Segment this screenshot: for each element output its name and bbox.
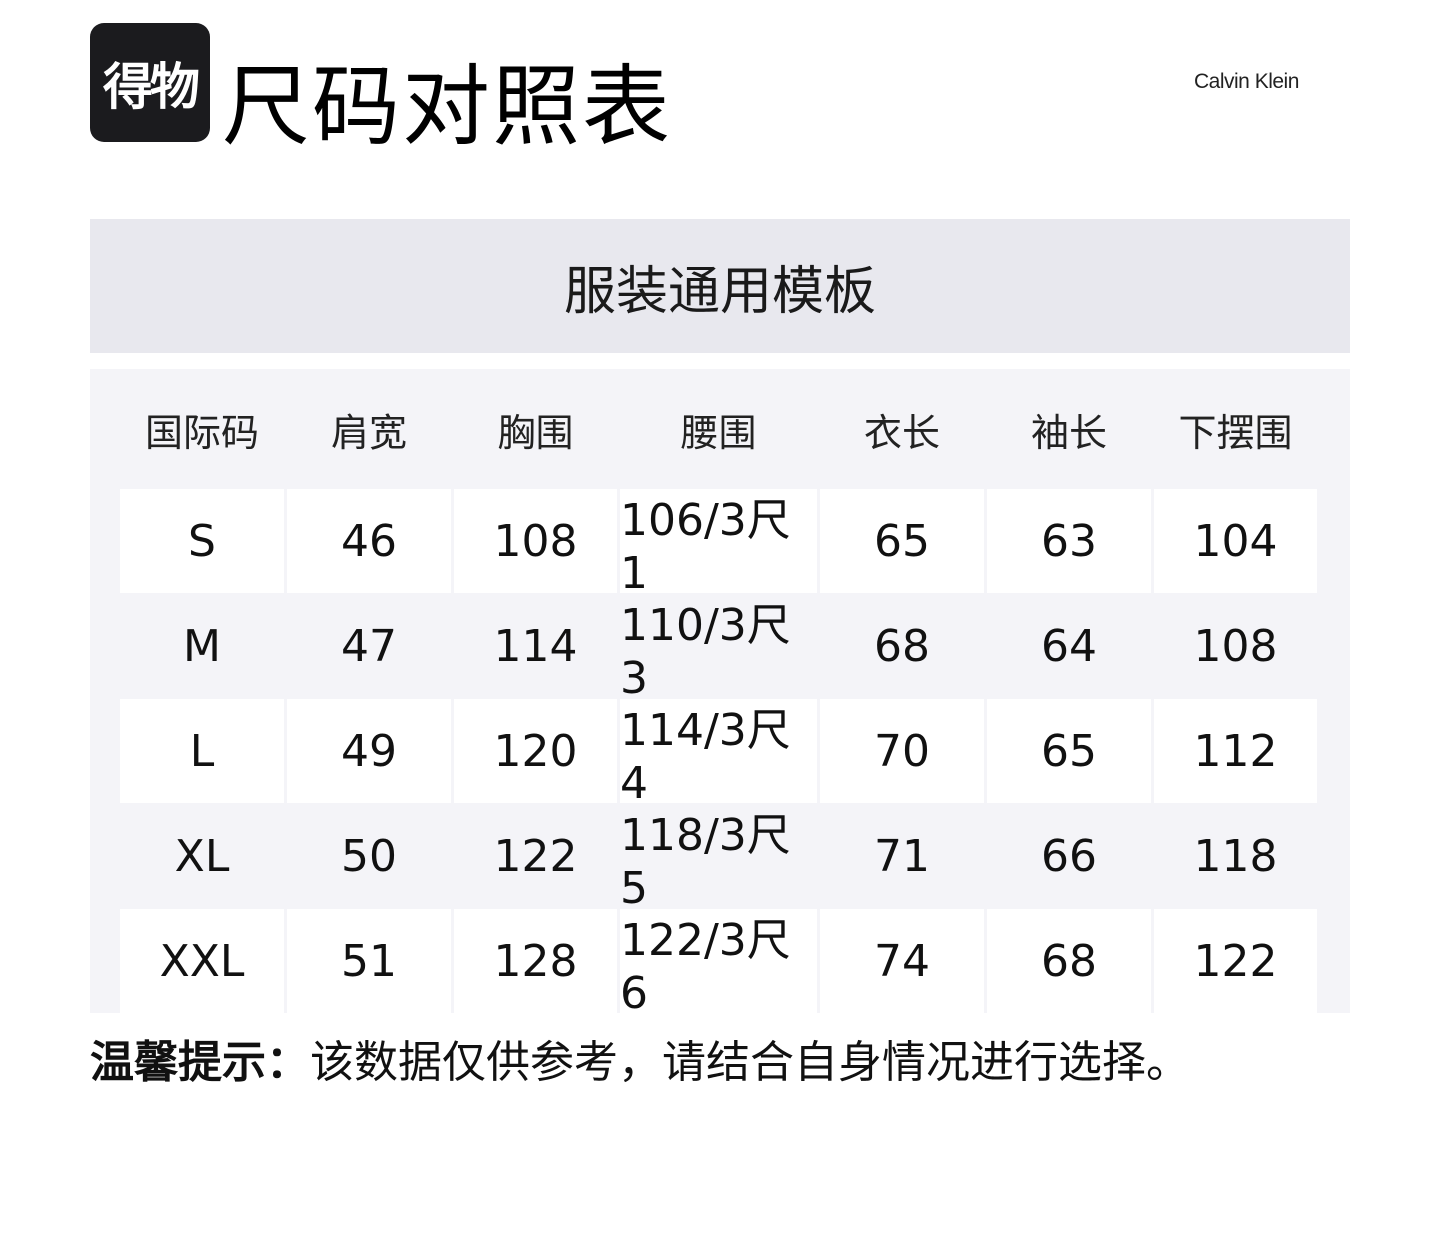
table-cell: 71 (874, 830, 930, 882)
tip-label: 温馨提示： (90, 1037, 310, 1088)
table-cell: 106/3尺1 (620, 489, 817, 599)
table-cell: 122/3尺6 (620, 909, 817, 1019)
table-cell: 65 (987, 699, 1151, 803)
table-cell: 47 (341, 620, 397, 672)
table-cell: 118/3尺5 (620, 809, 791, 914)
column-header: 衣长 (863, 410, 940, 455)
table-cell: 108 (454, 489, 617, 593)
table-row: XL 50 122 118/3尺5 71 66 118 (120, 804, 1317, 914)
table-row: L 49 120 114/3尺4 70 65 112 (120, 699, 1317, 809)
table-cell: 50 (341, 830, 397, 882)
table-cell: XXL (120, 909, 284, 1013)
table-cell: 104 (1154, 489, 1317, 593)
column-header: 胸围 (497, 410, 574, 455)
table-cell: 68 (874, 620, 930, 672)
column-header: 国际码 (144, 410, 259, 455)
table-cell: 74 (820, 909, 984, 1013)
table-cell: 122 (493, 830, 578, 882)
table-cell: L (120, 699, 284, 803)
dewu-logo: 得物 (90, 23, 210, 142)
section-title: 服装通用模板 (90, 219, 1350, 353)
table-cell: 128 (454, 909, 617, 1013)
table-cell: 68 (987, 909, 1151, 1013)
table-cell: 70 (820, 699, 984, 803)
table-row: XXL 51 128 122/3尺6 74 68 122 (120, 909, 1317, 1019)
table-cell: 66 (1041, 830, 1097, 882)
table-cell: 112 (1154, 699, 1317, 803)
table-cell: 51 (287, 909, 451, 1013)
table-cell: S (120, 489, 284, 593)
table-cell: 118 (1193, 830, 1278, 882)
column-header: 袖长 (1030, 410, 1107, 455)
table-cell: 65 (820, 489, 984, 593)
table-cell: 122 (1154, 909, 1317, 1013)
brand-name: Calvin Klein (1194, 70, 1299, 93)
table-cell: XL (174, 830, 230, 882)
table-cell: M (183, 620, 221, 672)
table-cell: 120 (454, 699, 617, 803)
table-cell: 110/3尺3 (620, 599, 791, 704)
table-header: 国际码 肩宽 胸围 腰围 衣长 袖长 下摆围 (120, 369, 1317, 489)
size-table: 国际码 肩宽 胸围 腰围 衣长 袖长 下摆围 S 46 108 106/3尺1 65 63 104 M 47… (90, 369, 1350, 1019)
tip-text: 该数据仅供参考，请结合自身情况进行选择。 (310, 1037, 1190, 1088)
table-row: M 47 114 110/3尺3 68 64 108 (120, 594, 1317, 704)
table-cell: 49 (287, 699, 451, 803)
page-title: 尺码对照表 (222, 55, 673, 158)
table-cell: 108 (1193, 620, 1278, 672)
tip-note: 温馨提示：该数据仅供参考，请结合自身情况进行选择。 (90, 1033, 1190, 1093)
table-cell: 63 (987, 489, 1151, 593)
table-cell: 64 (1041, 620, 1097, 672)
column-header: 肩宽 (330, 410, 407, 455)
logo-text: 得物 (103, 57, 200, 116)
table-cell: 114/3尺4 (620, 699, 817, 809)
table-cell: 114 (493, 620, 578, 672)
table-cell: 46 (287, 489, 451, 593)
column-header: 腰围 (680, 410, 757, 455)
table-row: S 46 108 106/3尺1 65 63 104 (120, 489, 1317, 599)
column-header: 下摆围 (1178, 410, 1293, 455)
